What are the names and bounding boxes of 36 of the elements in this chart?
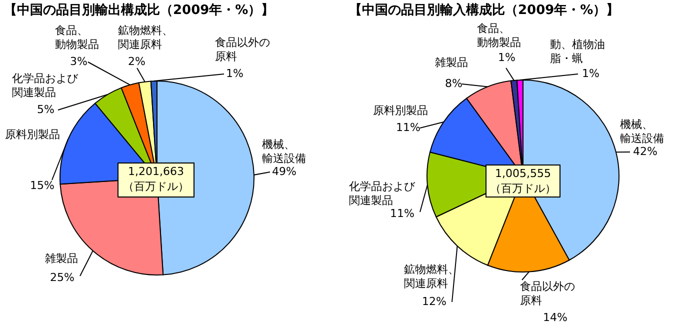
text: 1,201,663 xyxy=(127,165,185,179)
slice-label: 機械、輸送設備 xyxy=(620,118,664,146)
data-label: 1% xyxy=(582,67,600,81)
slice-label: 雑製品 xyxy=(435,56,468,70)
data-label: 2% xyxy=(128,55,146,69)
data-label: 11% xyxy=(390,207,414,221)
chart-title: 【中国の品目別輸入構成比（2009年・%）】 xyxy=(349,3,620,18)
slice-label: 動、植物油脂・蝋 xyxy=(550,38,605,66)
text: （百万ドル） xyxy=(122,180,190,194)
text: 1,005,555 xyxy=(494,167,552,181)
data-label: 25% xyxy=(50,271,74,285)
data-label: 12% xyxy=(422,295,446,309)
data-label: 1% xyxy=(498,51,516,65)
data-label: 42% xyxy=(633,145,658,159)
slice-label: 鉱物燃料、関連原料 xyxy=(404,263,459,291)
slice-label: 雑製品 xyxy=(45,252,78,266)
slice-label: 原料別製品 xyxy=(373,104,428,118)
data-label: 5% xyxy=(37,103,54,117)
data-label: 8% xyxy=(445,77,462,91)
slice-label: 食品、動物製品 xyxy=(477,22,521,50)
data-label: 49% xyxy=(272,165,296,179)
data-label: 1% xyxy=(226,67,244,81)
slice-label: 原料別製品 xyxy=(5,128,60,142)
slice-label: 食品以外の原料 xyxy=(215,36,270,64)
slice-label: 機械、輸送設備 xyxy=(262,138,306,166)
data-label: 15% xyxy=(30,179,54,193)
slice-label: 食品以外の原料 xyxy=(520,280,575,308)
chart-title: 【中国の品目別輸出構成比（2009年・%）】 xyxy=(4,3,274,18)
slice-label: 食品、動物製品 xyxy=(55,24,99,52)
text: （百万ドル） xyxy=(489,182,557,196)
data-label: 3% xyxy=(70,55,88,69)
slice-label: 鉱物燃料、関連原料 xyxy=(118,24,173,52)
data-label: 14% xyxy=(543,311,568,325)
slice-label: 化学品および関連製品 xyxy=(349,180,415,208)
slice-label: 化学品および関連製品 xyxy=(12,72,78,100)
data-label: 11% xyxy=(396,121,420,135)
